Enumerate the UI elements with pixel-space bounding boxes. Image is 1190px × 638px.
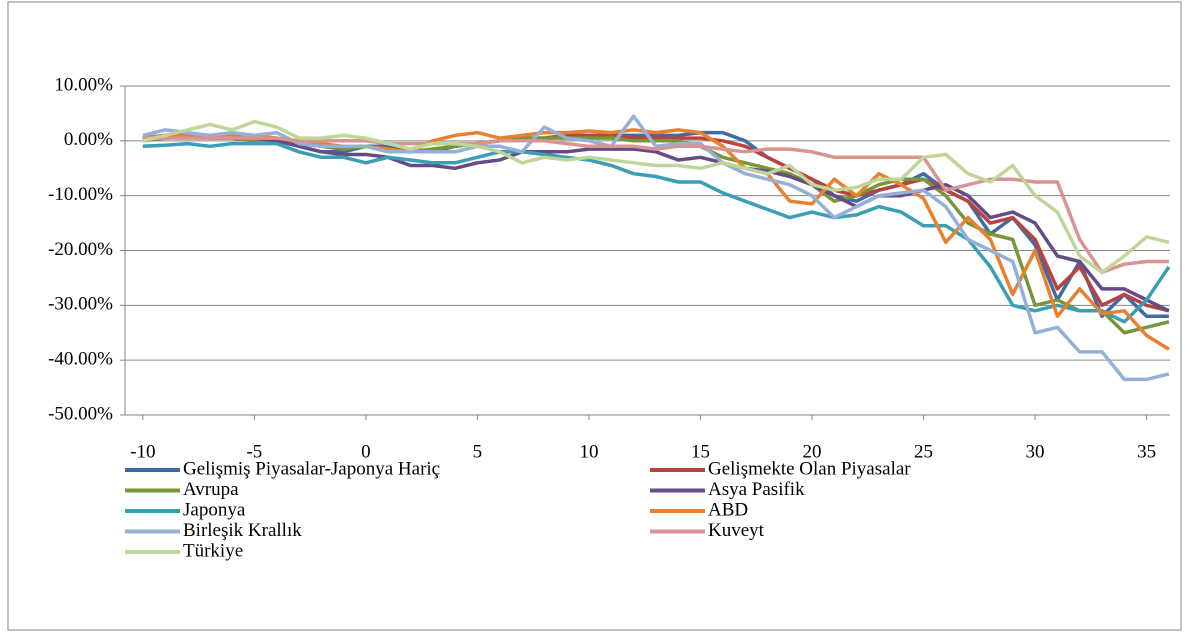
x-tick-label: 30 <box>1026 441 1045 462</box>
x-tick-label: -5 <box>246 441 262 462</box>
legend-label: Türkiye <box>183 540 243 561</box>
series-line <box>142 119 1170 275</box>
x-tick-label: 10 <box>579 441 598 462</box>
y-tick-label: -50.00% <box>48 403 113 424</box>
x-tick-label: 15 <box>691 441 710 462</box>
y-tick-label: -20.00% <box>48 239 113 260</box>
x-tick-label: 0 <box>361 441 371 462</box>
series-line <box>142 133 1170 313</box>
x-tick-label: 5 <box>473 441 483 462</box>
series-line <box>142 136 1169 275</box>
series-line <box>142 128 1170 351</box>
y-tick-label: -40.00% <box>48 349 113 370</box>
series-line <box>142 141 1171 324</box>
x-tick-label: 35 <box>1137 441 1156 462</box>
y-tick-label: -10.00% <box>48 184 113 205</box>
legend-label: Birleşik Krallık <box>183 520 302 541</box>
legend-label: Asya Pasifik <box>708 479 805 500</box>
chart-border <box>7 1 1182 631</box>
x-tick-label: 20 <box>803 441 822 462</box>
legend-label: Gelişmekte Olan Piyasalar <box>708 458 911 479</box>
legend-label: Gelişmiş Piyasalar-Japonya Hariç <box>183 458 440 479</box>
x-tick-label: 25 <box>914 441 933 462</box>
series-line <box>142 114 1170 382</box>
x-tick-label: -10 <box>130 441 155 462</box>
legend-label: Avrupa <box>183 479 239 500</box>
y-tick-label: 0.00% <box>64 129 113 150</box>
legend-label: Japonya <box>183 499 246 520</box>
y-tick-label: -30.00% <box>48 294 113 315</box>
legend-label: Kuveyt <box>708 520 765 541</box>
y-tick-label: 10.00% <box>54 74 113 95</box>
legend-label: ABD <box>708 499 748 520</box>
